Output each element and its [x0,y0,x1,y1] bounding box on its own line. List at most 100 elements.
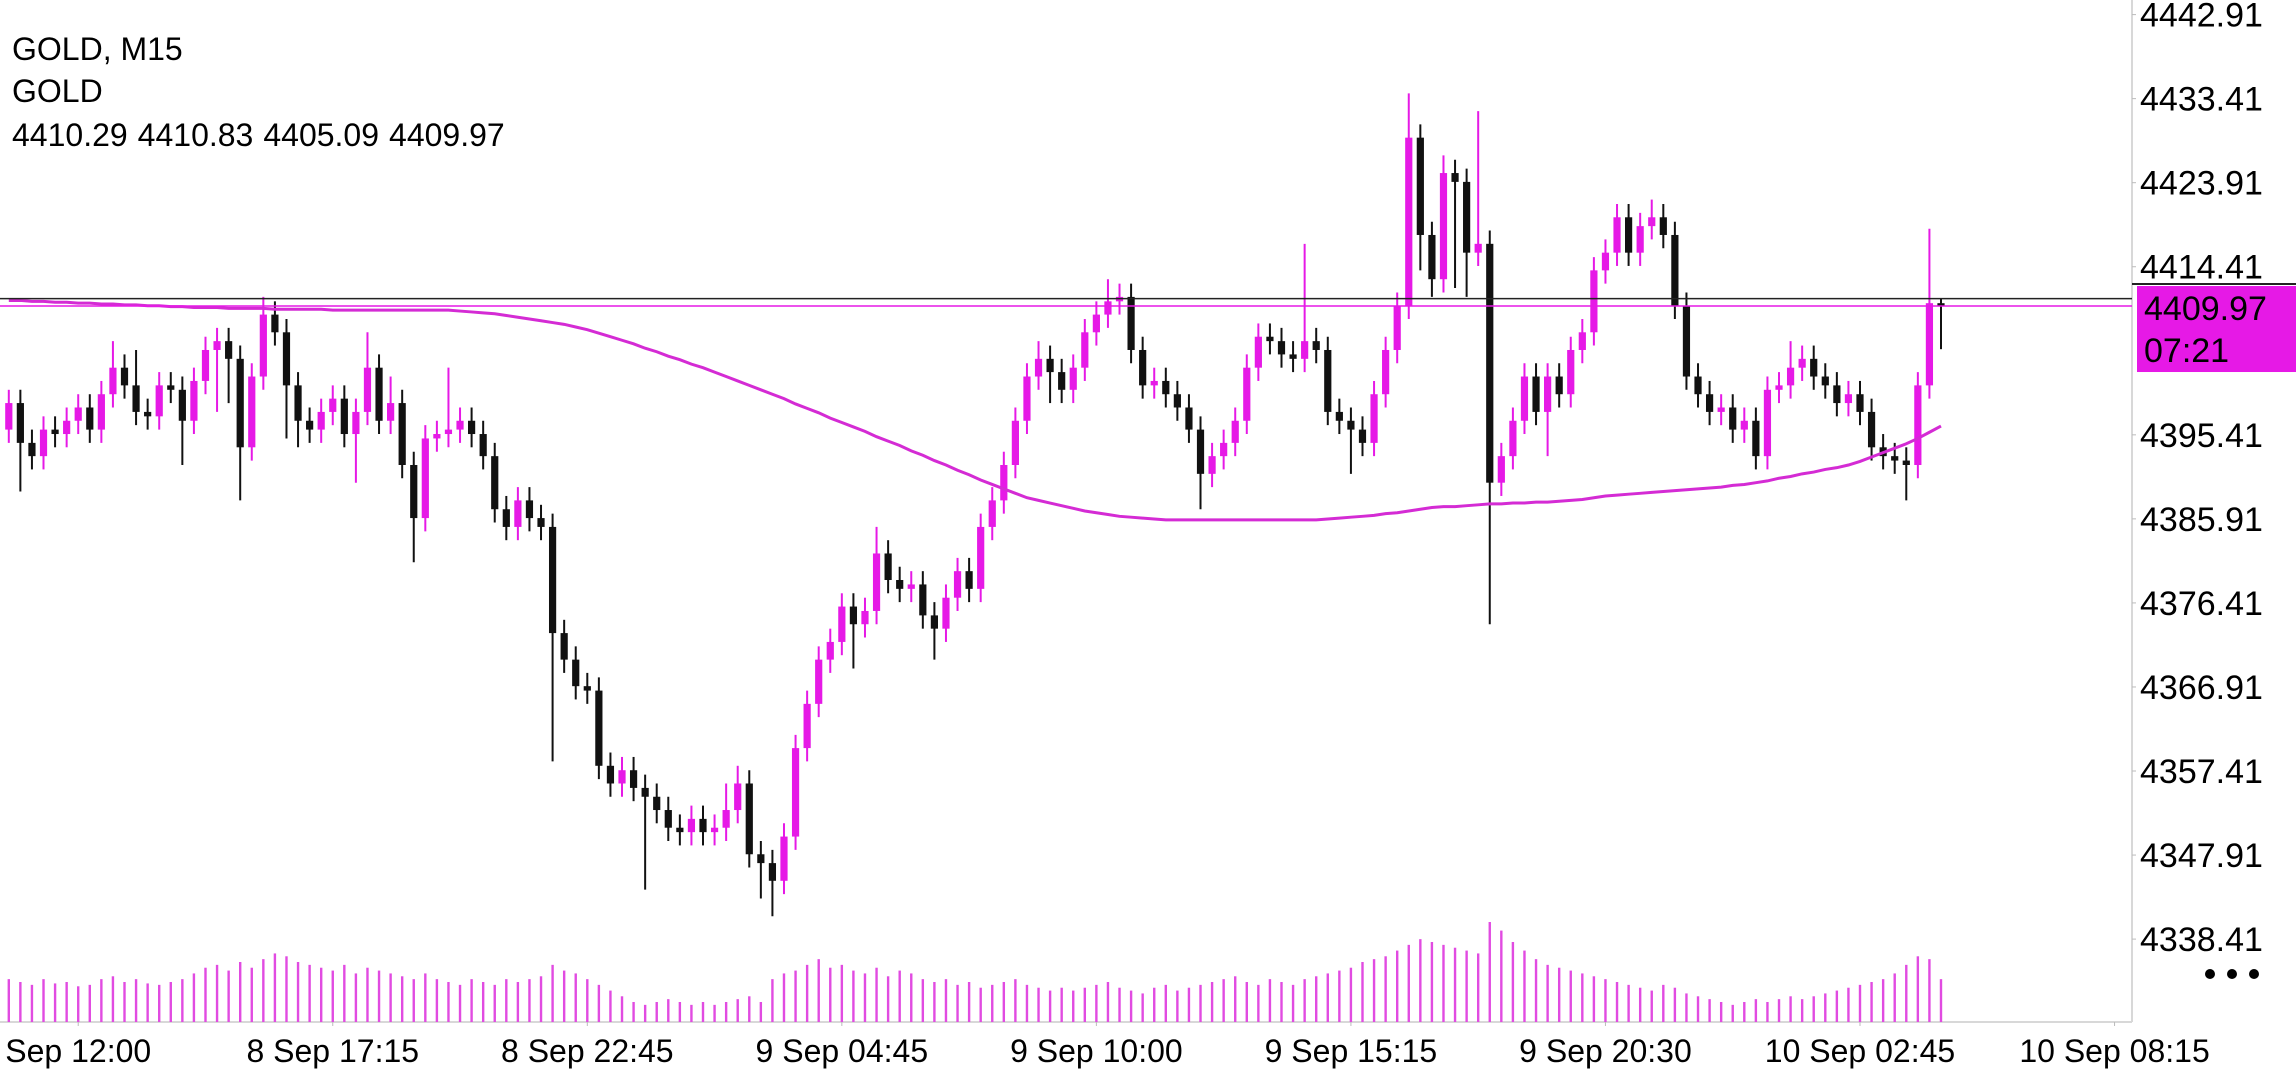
volume-bar [678,1002,682,1022]
volume-bar [1025,984,1029,1022]
candle-body [710,827,719,833]
candle-body [745,783,753,855]
volume-bar [1708,999,1711,1022]
volume-bar [1824,993,1827,1022]
volume-bar [1569,970,1572,1022]
volume-bar [1083,987,1087,1022]
candle-body [1752,420,1760,457]
volume-bar [1129,990,1133,1022]
volume-bar [1523,950,1526,1022]
menu-dot[interactable] [2227,969,2237,979]
candle-body [629,770,638,788]
volume-bar [562,970,566,1022]
x-tick-label: 10 Sep 02:45 [1765,1033,1955,1069]
volume-bar [632,1002,635,1022]
candle-body [502,509,510,527]
volume-bar [285,956,288,1022]
candle-body [861,610,869,625]
candle-body [306,420,314,430]
candle-body [1000,464,1008,501]
volume-bar [1500,930,1503,1022]
volume-bar [609,990,612,1022]
candle-body [1902,460,1910,465]
candle-body [1266,336,1274,342]
volume-bar [1534,959,1538,1022]
menu-dot[interactable] [2205,969,2215,979]
candle-body [1694,376,1702,395]
x-tick-label: Sep 12:00 [5,1033,151,1069]
candle-body [1636,226,1644,253]
candle-body [1081,332,1089,368]
candle-body [618,770,626,784]
volume-bar [1141,993,1144,1022]
volume-bar [1615,982,1619,1022]
volume-bar [759,1002,763,1022]
candle-body [699,818,707,833]
volume-bar [100,979,103,1022]
volume-bar [597,984,601,1022]
volume-bar [1696,996,1700,1022]
y-tick-label: 4347.91 [2140,837,2263,875]
volume-bar [1014,979,1017,1022]
candle-body [363,367,372,412]
candle-body [653,796,661,811]
candle-body [537,518,545,527]
volume-bar [158,984,161,1022]
volume-bar [1153,987,1156,1022]
volume-bar [204,967,207,1022]
overlay-layer: 4409.97 07:21 [0,283,2296,522]
candle-body [190,380,198,421]
volume-bar [1766,1002,1769,1022]
volume-bar [910,973,913,1022]
candle-body [1682,305,1691,377]
volume-bar [1361,962,1364,1022]
candle-body [676,827,684,833]
volume-bar [53,983,57,1022]
candle-body [1451,173,1459,182]
x-tick-label: 10 Sep 08:15 [2019,1033,2209,1069]
volume-bar [1465,950,1468,1022]
candle-body [1301,341,1309,359]
volume-bar [748,996,751,1022]
candle-body [375,367,383,421]
volume-bar [111,976,115,1022]
candle-body [1798,358,1806,368]
menu-dot[interactable] [2249,969,2259,979]
candle-body [849,606,858,625]
volume-bar [667,999,670,1022]
y-tick-label: 4433.41 [2140,81,2263,119]
volume-bar [412,979,415,1022]
volume-bar [1280,982,1283,1022]
candle-body [1544,376,1552,412]
candle-body [514,500,522,527]
volume-bar [898,970,901,1022]
volume-bar [620,996,624,1022]
candle-body [1023,376,1031,421]
volume-bar [1419,939,1422,1022]
candle-body [734,783,742,811]
volume-bar [343,964,346,1022]
candle-body [248,376,256,448]
candle-body [456,420,464,430]
candle-body [1509,420,1517,457]
candle-body [1405,137,1413,306]
volume-bar [42,979,45,1022]
volume-bar [805,964,809,1022]
candle-body [1231,420,1239,443]
candle-body [1173,394,1181,408]
volume-bar [1592,976,1596,1022]
candle-body [1729,407,1737,430]
candle-body [433,434,441,439]
volume-bar [794,970,797,1022]
volume-bar [1037,987,1040,1022]
menu-button[interactable] [2205,969,2259,979]
candle-body [826,641,834,660]
candle-body [271,314,279,333]
volume-bar [331,970,334,1022]
candle-body [317,411,325,430]
y-tick-label: 4338.41 [2140,921,2263,959]
candle-body [722,810,730,828]
volume-bar [528,979,531,1022]
volume-bar [192,973,196,1022]
volume-bar [921,979,925,1022]
